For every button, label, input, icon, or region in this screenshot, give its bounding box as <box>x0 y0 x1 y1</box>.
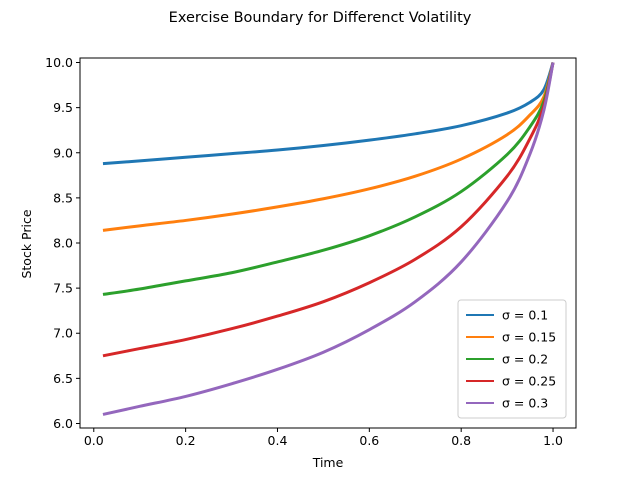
series-line-0 <box>102 62 555 166</box>
legend-box <box>457 299 567 419</box>
series-line-4 <box>102 62 555 416</box>
legend-label: σ = 0.15 <box>502 330 556 345</box>
legend-label: σ = 0.2 <box>502 352 548 367</box>
x-tick-label: 1.0 <box>543 433 563 448</box>
x-tick-label: 0.0 <box>84 433 104 448</box>
y-tick-label: 6.5 <box>53 371 73 386</box>
x-tick-label: 0.4 <box>268 433 288 448</box>
axes: 0.0 0.2 0.4 0.6 0.8 1.0 6.0 6.5 7.0 7.5 8.0 8.5 9.0 9… <box>45 55 577 448</box>
legend-label: σ = 0.25 <box>502 374 556 389</box>
legend: σ = 0.1 σ = 0.15 σ = 0.2 σ = 0.25 σ = 0.3 <box>457 299 567 419</box>
legend-label: σ = 0.3 <box>502 396 548 411</box>
y-tick-label: 8.5 <box>53 190 73 205</box>
series-line-3 <box>102 62 555 358</box>
plot-area <box>102 62 555 416</box>
series-line-1 <box>102 62 555 232</box>
chart-title: Exercise Boundary for Differenct Volatil… <box>169 10 472 26</box>
y-tick-label: 9.0 <box>53 145 73 160</box>
y-tick-label: 6.0 <box>53 416 73 431</box>
series-line-2 <box>102 62 555 296</box>
x-axis-label: Time <box>312 455 344 470</box>
y-tick-label: 10.0 <box>45 55 73 70</box>
x-tick-label: 0.8 <box>451 433 471 448</box>
y-axis-label: Stock Price <box>19 209 34 278</box>
y-tick-label: 8.0 <box>53 236 73 251</box>
x-tick-label: 0.6 <box>359 433 379 448</box>
x-tick-label: 0.2 <box>176 433 196 448</box>
y-tick-label: 7.5 <box>53 281 73 296</box>
legend-label: σ = 0.1 <box>502 308 548 323</box>
y-tick-label: 9.5 <box>53 100 73 115</box>
y-tick-label: 7.0 <box>53 326 73 341</box>
